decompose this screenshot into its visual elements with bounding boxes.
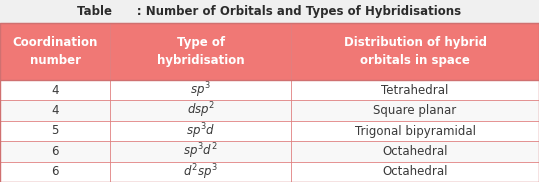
Text: Table      : Number of Orbitals and Types of Hybridisations: Table : Number of Orbitals and Types of …	[78, 5, 461, 18]
Bar	[0, 100, 539, 121]
Text: $dsp^2$: $dsp^2$	[186, 101, 215, 120]
Bar	[0, 23, 539, 182]
Bar	[0, 80, 539, 100]
Text: 6: 6	[52, 145, 59, 158]
Text: 4: 4	[52, 84, 59, 97]
Text: Type of
hybridisation: Type of hybridisation	[157, 36, 245, 67]
Text: $sp^3$: $sp^3$	[190, 80, 211, 100]
Text: Trigonal bipyramidal: Trigonal bipyramidal	[355, 124, 475, 137]
Text: Octahedral: Octahedral	[382, 165, 448, 178]
Text: Octahedral: Octahedral	[382, 145, 448, 158]
Bar	[0, 23, 539, 80]
Bar	[0, 162, 539, 182]
Bar	[0, 121, 539, 141]
Text: Tetrahedral: Tetrahedral	[382, 84, 448, 97]
Text: 6: 6	[52, 165, 59, 178]
Text: $sp^3d$: $sp^3d$	[186, 121, 216, 141]
Text: 4: 4	[52, 104, 59, 117]
Text: Coordination
number: Coordination number	[12, 36, 98, 67]
Bar	[0, 0, 539, 23]
Text: 5: 5	[52, 124, 59, 137]
Text: $d^2sp^3$: $d^2sp^3$	[183, 162, 218, 182]
Text: Square planar: Square planar	[374, 104, 457, 117]
Text: Distribution of hybrid
orbitals in space: Distribution of hybrid orbitals in space	[343, 36, 487, 67]
Text: $sp^3d^2$: $sp^3d^2$	[183, 142, 218, 161]
Bar	[0, 141, 539, 162]
